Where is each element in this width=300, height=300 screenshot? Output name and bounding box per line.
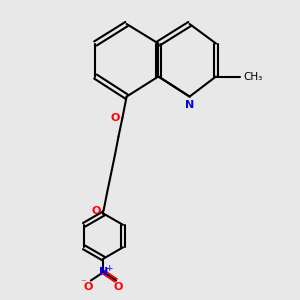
Text: O: O bbox=[91, 206, 101, 216]
Text: N: N bbox=[99, 267, 108, 277]
Text: O: O bbox=[110, 113, 120, 123]
Text: CH₃: CH₃ bbox=[244, 71, 263, 82]
Text: O: O bbox=[114, 282, 123, 292]
Text: N: N bbox=[185, 100, 194, 110]
Text: +: + bbox=[105, 264, 113, 273]
Text: O: O bbox=[84, 282, 93, 292]
Text: ⁻: ⁻ bbox=[81, 278, 86, 288]
